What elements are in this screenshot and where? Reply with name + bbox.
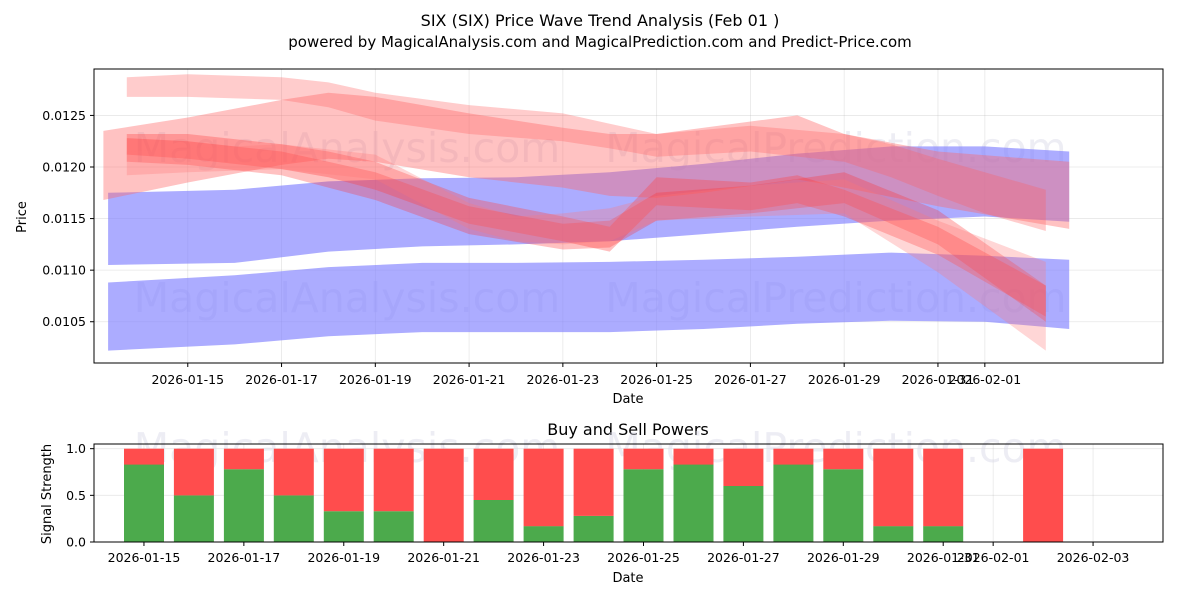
price-band-blue-lower-band	[108, 252, 1070, 351]
buy-bar-15	[873, 526, 914, 542]
signal-x-tick-label-2: 2026-01-19	[307, 550, 380, 565]
buy-bar-9	[573, 515, 614, 542]
buy-bar-8	[523, 526, 564, 542]
buy-bar-5	[373, 511, 414, 542]
price-x-tick-label-2: 2026-01-19	[339, 372, 412, 387]
price-x-tick-label-1: 2026-01-17	[245, 372, 318, 387]
sell-bar-9	[573, 448, 614, 516]
price-x-tick-label-8: 2026-01-31	[902, 372, 975, 387]
buy-bar-12	[723, 486, 764, 542]
signal-x-tick-label-0: 2026-01-15	[108, 550, 181, 565]
signal-x-tick-label-6: 2026-01-27	[707, 550, 780, 565]
price-plot-frame	[93, 68, 1164, 364]
signal-x-tick-label-9: 2026-02-01	[957, 550, 1030, 565]
buy-bar-1	[173, 495, 214, 542]
signal-y-tick-label-0: 0.0	[66, 535, 86, 550]
price-band-blue-upper-band	[108, 146, 1070, 265]
signal-panel: MagicalAnalysis.com MagicalPrediction.com…	[66, 424, 1164, 565]
price-y-tick-label-4: 0.0125	[42, 108, 86, 123]
price-band-red-wave-2	[103, 92, 1070, 229]
signal-x-tick-label-7: 2026-01-29	[807, 550, 880, 565]
sell-bar-1	[173, 448, 214, 496]
signal-x-tick-label-8: 2026-01-31	[907, 550, 980, 565]
price-y-axis-title: Price	[15, 201, 30, 233]
signal-plot-frame	[93, 443, 1164, 543]
sell-bar-2	[223, 448, 264, 470]
signal-title: Buy and Sell Powers	[547, 420, 709, 439]
signal-y-tick-label-1: 0.5	[66, 488, 86, 503]
sell-bar-8	[523, 448, 564, 527]
price-x-tick-label-9: 2026-02-01	[949, 372, 1022, 387]
price-panel: MagicalAnalysis.com MagicalPrediction.com…	[42, 68, 1164, 387]
sell-bar-14	[823, 448, 864, 470]
price-x-tick-label-4: 2026-01-23	[527, 372, 600, 387]
signal-y-tick-label-2: 1.0	[66, 441, 86, 456]
sell-bar-12	[723, 448, 764, 486]
signal-x-tick-label-10: 2026-02-03	[1057, 550, 1130, 565]
buy-bar-7	[473, 500, 514, 542]
price-y-tick-label-1: 0.0110	[42, 263, 86, 278]
price-band-red-wave-3	[126, 134, 1046, 317]
sell-bar-15	[873, 448, 914, 527]
price-x-axis-title: Date	[612, 392, 643, 407]
signal-x-tick-label-1: 2026-01-17	[208, 550, 281, 565]
price-band-red-wave-5	[126, 144, 1046, 351]
sell-bar-11	[673, 448, 714, 465]
sell-bar-0	[124, 448, 164, 465]
buy-bar-10	[623, 469, 664, 542]
sell-bar-16	[923, 448, 964, 527]
buy-bar-0	[124, 464, 164, 542]
signal-x-tick-label-4: 2026-01-23	[507, 550, 580, 565]
buy-bar-16	[923, 526, 964, 542]
price-band-red-wave-4	[126, 138, 1046, 322]
price-y-tick-label-2: 0.0115	[42, 211, 86, 226]
price-y-tick-label-3: 0.0120	[42, 160, 86, 175]
buy-bar-3	[273, 495, 314, 542]
sell-bar-13	[773, 448, 814, 465]
price-x-tick-label-6: 2026-01-27	[714, 372, 787, 387]
signal-y-axis-title: Signal Strength	[40, 444, 55, 544]
chart-title: SIX (SIX) Price Wave Trend Analysis (Feb…	[421, 11, 780, 30]
price-x-tick-label-5: 2026-01-25	[620, 372, 693, 387]
signal-x-tick-label-3: 2026-01-21	[407, 550, 480, 565]
buy-bar-2	[223, 469, 264, 542]
sell-bar-5	[373, 448, 414, 512]
sell-bar-3	[273, 448, 314, 496]
price-x-tick-label-7: 2026-01-29	[808, 372, 881, 387]
buy-bar-4	[323, 511, 364, 542]
buy-bar-14	[823, 469, 864, 542]
sell-bar-4	[323, 448, 364, 512]
price-y-tick-label-0: 0.0105	[42, 314, 86, 329]
sell-bar-10	[623, 448, 664, 470]
price-watermark-analysis-upper: MagicalAnalysis.com	[134, 124, 561, 172]
buy-bar-13	[773, 464, 814, 542]
signal-x-axis-title: Date	[612, 571, 643, 586]
sell-bar-17	[1023, 448, 1064, 542]
signal-x-tick-label-5: 2026-01-25	[607, 550, 680, 565]
buy-bar-11	[673, 464, 714, 542]
sell-bar-7	[473, 448, 514, 500]
price-x-tick-label-3: 2026-01-21	[433, 372, 506, 387]
price-band-red-wave-1	[126, 74, 1046, 231]
chart-subtitle: powered by MagicalAnalysis.com and Magic…	[288, 33, 912, 51]
sell-bar-6	[423, 448, 464, 542]
price-x-tick-label-0: 2026-01-15	[151, 372, 224, 387]
